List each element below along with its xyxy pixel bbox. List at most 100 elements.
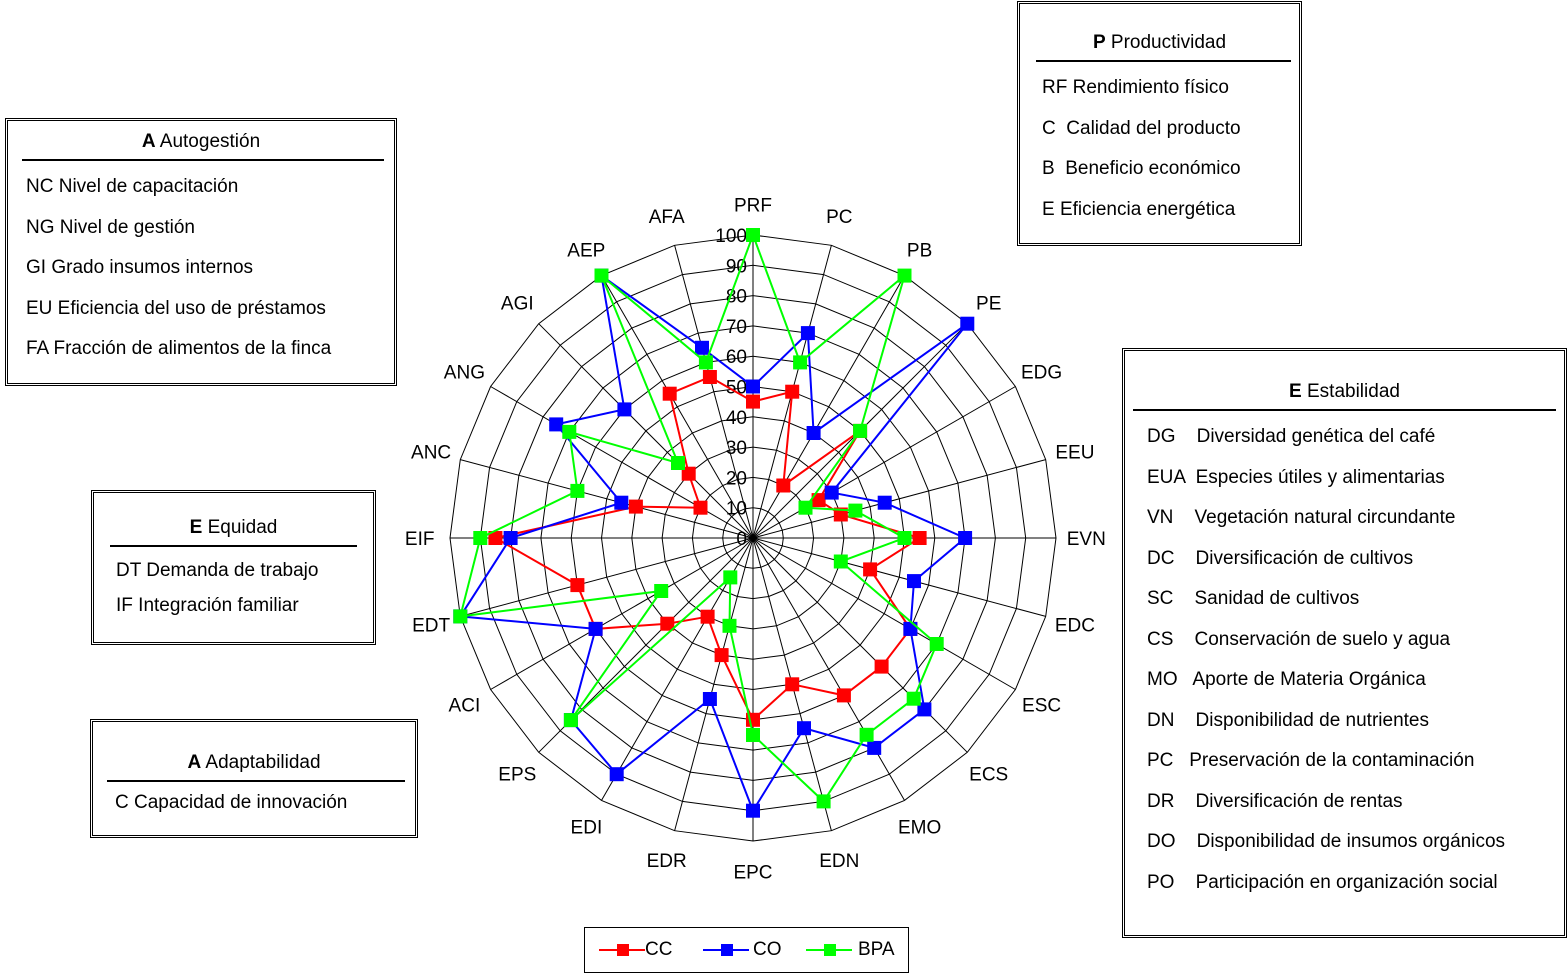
box-autogestion-item: NC Nivel de capacitación [26, 176, 239, 197]
series-marker-co [877, 495, 892, 510]
series-marker-co [800, 326, 815, 341]
series-marker-bpa [563, 713, 578, 728]
box-productividad-item: C Calidad del producto [1042, 117, 1241, 139]
series-marker-cc [714, 648, 729, 663]
box-estabilidad-item: DR Diversificación de rentas [1147, 790, 1403, 812]
grid-spoke [752, 537, 968, 753]
series-marker-co [903, 621, 918, 636]
r-tick-label: 70 [726, 317, 747, 338]
axis-label: PB [907, 240, 932, 261]
series-marker-bpa [654, 584, 669, 598]
grid-spoke [752, 537, 1046, 617]
axis-label: EDI [571, 818, 603, 839]
series-marker-bpa [746, 228, 760, 242]
box-estabilidad-title: E Estabilidad [1289, 381, 1400, 402]
box-estabilidad-item: DO Disponibilidad de insumos orgánicos [1147, 831, 1506, 852]
box-equidad-item: DT Demanda de trabajo [116, 560, 319, 581]
series-marker-bpa [698, 355, 713, 370]
series-marker-co [960, 316, 975, 331]
series-marker-cc [700, 609, 715, 624]
series-marker-cc [912, 531, 927, 545]
box-autogestion-item: EU Eficiencia del uso de préstamos [26, 297, 326, 319]
series-marker-bpa [723, 570, 738, 585]
grid-spoke [538, 323, 754, 539]
series-marker-co [614, 495, 629, 510]
box-autogestion-title: A Autogestión [141, 131, 261, 152]
grid-spoke [460, 459, 754, 539]
grid-spoke [601, 275, 754, 539]
series-marker-cc [488, 531, 503, 545]
grid-spoke [752, 459, 1046, 539]
box-estabilidad-item: SC Sanidad de cultivos [1147, 588, 1360, 609]
box-autogestion-item: GI Grado insumos internos [26, 257, 254, 278]
box-adaptabilidad-item: C Capacidad de innovación [115, 792, 348, 813]
series-marker-cc [811, 493, 826, 508]
series-marker-co [806, 426, 821, 440]
axis-label: EIF [405, 529, 435, 550]
series-marker-bpa [859, 727, 874, 742]
box-estabilidad-item: EUA Especies útiles y alimentarias [1147, 466, 1445, 488]
legend-label-bpa: BPA [858, 939, 895, 960]
box-equidad: E Equidad DT Demanda de trabajo IF Integ… [91, 490, 376, 645]
series-marker-co [549, 417, 564, 432]
series-marker-cc [702, 370, 717, 384]
series-marker-co [907, 574, 921, 589]
r-tick-label: 60 [726, 347, 747, 368]
series-marker-cc [776, 478, 791, 493]
series-marker-bpa [570, 483, 585, 498]
grid-spoke [674, 245, 754, 539]
box-estabilidad-item: MO Aporte de Materia Orgánica [1147, 669, 1426, 690]
axis-label: EDC [1055, 615, 1095, 636]
box-autogestion-item: FA Fracción de alimentos de la finca [26, 338, 332, 359]
box-estabilidad-item: DN Disponibilidad de nutrientes [1147, 709, 1429, 731]
box-adaptabilidad: A Adaptabilidad C Capacidad de innovació… [90, 719, 418, 838]
legend-swatch-co [703, 944, 749, 956]
axis-label: ANG [444, 362, 485, 383]
series-marker-bpa [929, 637, 944, 651]
box-productividad-item: RF Rendimiento físico [1042, 77, 1229, 98]
grid-spoke [490, 537, 754, 690]
series-marker-co [867, 740, 882, 755]
box-estabilidad-item: DC Diversificación de cultivos [1147, 547, 1414, 569]
r-tick-label: 30 [726, 438, 747, 459]
series-marker-cc [662, 386, 677, 401]
r-tick-label: 100 [715, 226, 747, 247]
axis-label: EEU [1055, 443, 1094, 464]
series-marker-co [746, 379, 760, 394]
legend-swatch-cc [599, 944, 645, 956]
legend-label-co: CO [753, 939, 782, 960]
box-estabilidad: E Estabilidad DG Diversidad genética del… [1122, 348, 1567, 938]
box-estabilidad-item: VN Vegetación natural circundante [1147, 507, 1456, 528]
axis-label: ANC [411, 443, 451, 464]
series-marker-bpa [473, 531, 488, 545]
box-adaptabilidad-title: A Adaptabilidad [187, 752, 321, 773]
series-marker-bpa [833, 554, 848, 569]
series-marker-bpa [594, 268, 609, 283]
series-marker-bpa [453, 609, 468, 624]
axis-label: PE [976, 293, 1001, 314]
series-marker-co [797, 721, 811, 736]
series-marker-bpa [906, 691, 921, 706]
series-marker-co [746, 803, 760, 818]
axis-label: EDG [1021, 362, 1062, 383]
series-marker-co [503, 531, 518, 545]
r-tick-label: 10 [726, 499, 747, 520]
box-estabilidad-item: PC Preservación de la contaminación [1147, 750, 1475, 771]
axis-label: EDT [412, 615, 450, 636]
legend-swatch-bpa [806, 944, 852, 956]
series-marker-cc [836, 688, 851, 703]
box-autogestion-item: NG Nivel de gestión [26, 216, 195, 238]
axis-label: AGI [501, 293, 534, 314]
series-marker-bpa [798, 500, 813, 515]
r-tick-label: 50 [726, 378, 747, 399]
series-marker-bpa [816, 794, 831, 809]
axis-label: AEP [567, 240, 605, 261]
axis-label: PC [826, 207, 852, 228]
grid-spoke [674, 537, 754, 831]
axis-label: AFA [649, 207, 685, 228]
box-estabilidad-item: PO Participación en organización social [1147, 871, 1498, 893]
series-marker-cc [874, 659, 889, 674]
axis-label: EPC [733, 862, 772, 883]
axis-label: ECS [969, 765, 1008, 786]
